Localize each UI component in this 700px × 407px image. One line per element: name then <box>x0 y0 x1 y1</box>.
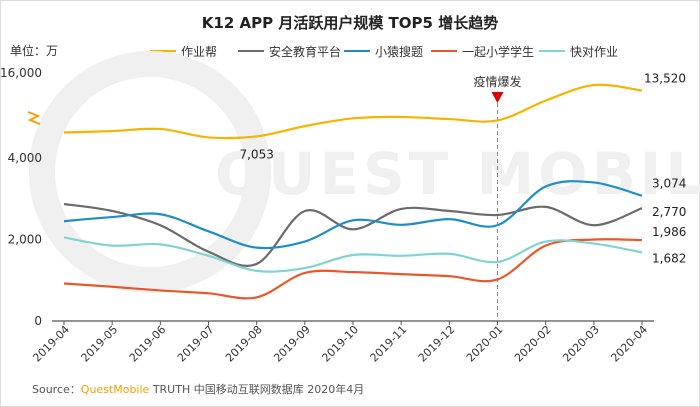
x-tick-label: 2019-09 <box>271 323 313 365</box>
series-line-3 <box>63 180 643 250</box>
x-tick-label: 2019-10 <box>319 323 361 365</box>
x-tick-label: 2020-03 <box>560 323 602 365</box>
legend-label: 安全教育平台 <box>269 44 342 59</box>
watermark-logo <box>29 51 271 293</box>
series-end-label: 13,520 <box>644 72 686 86</box>
legend-swatch <box>431 50 457 52</box>
legend-swatch <box>344 50 370 52</box>
y-tick-label: 2,000 <box>8 233 42 247</box>
epidemic-marker-arrow <box>491 92 504 103</box>
series-point-label: 7,053 <box>239 147 273 161</box>
series-line-1 <box>63 83 643 140</box>
legend-item: 快对作业 <box>539 43 618 59</box>
unit-label: 单位：万 <box>10 44 59 58</box>
series-end-label: 1,986 <box>652 225 686 239</box>
series-end-label: 3,074 <box>652 177 686 191</box>
y-tick-label: 0 <box>34 314 42 328</box>
x-tick-label: 2019-04 <box>30 323 72 365</box>
legend-item: 小猿搜题 <box>344 43 423 59</box>
legend-item: 作业帮 <box>150 43 217 59</box>
y-tick-label: 4,000 <box>8 151 42 165</box>
source-prefix: Source： <box>32 383 81 396</box>
legend-item: 安全教育平台 <box>238 43 341 59</box>
x-tick-label: 2020-04 <box>608 323 650 365</box>
x-tick-label: 2019-07 <box>175 323 217 365</box>
x-tick-label: 2019-06 <box>127 323 169 365</box>
legend-item: 一起小学学生 <box>431 43 534 59</box>
series-line-4 <box>63 238 643 300</box>
axis-break-mark <box>27 111 41 125</box>
x-tick-label: 2019-08 <box>223 323 265 365</box>
legend-label: 作业帮 <box>181 44 218 59</box>
series-line-2 <box>63 202 643 267</box>
x-tick-label: 2019-12 <box>416 323 458 365</box>
source-brand: QuestMobile <box>80 383 150 396</box>
legend: 作业帮 安全教育平台 小猿搜题 一起小学学生 快对作业 <box>150 43 620 59</box>
y-tick-label: 16,000 <box>0 66 42 80</box>
x-tick-label: 2019-05 <box>79 323 121 365</box>
legend-swatch <box>238 50 264 52</box>
legend-swatch <box>150 50 176 52</box>
source-suffix: TRUTH 中国移动互联网数据库 2020年4月 <box>152 383 365 396</box>
x-tick-label: 2020-02 <box>512 323 554 365</box>
epidemic-annotation: 疫情爆发 <box>473 74 521 89</box>
series-line-5 <box>63 236 643 273</box>
chart-title: K12 APP 月活跃用户规模 TOP5 增长趋势 <box>201 14 499 32</box>
series-end-label: 2,770 <box>652 205 686 219</box>
source-note: Source：QuestMobile TRUTH 中国移动互联网数据库 2020… <box>32 381 364 397</box>
x-tick-label: 2020-01 <box>464 323 506 365</box>
legend-label: 一起小学学生 <box>462 44 535 59</box>
series-end-label: 1,682 <box>652 251 686 265</box>
legend-label: 快对作业 <box>570 44 619 59</box>
legend-label: 小猿搜题 <box>375 44 424 59</box>
x-tick-label: 2019-11 <box>368 323 410 365</box>
watermark-text: QUEST MOBILE <box>215 140 700 208</box>
legend-swatch <box>539 50 565 52</box>
